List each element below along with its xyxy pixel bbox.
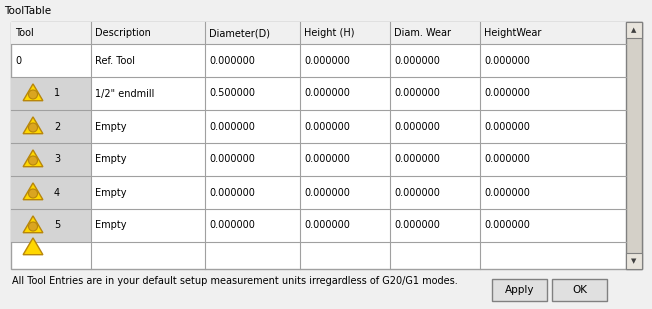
- Text: OK: OK: [572, 285, 587, 295]
- Bar: [11, 110, 91, 143]
- Text: ▼: ▼: [631, 258, 637, 264]
- Text: All Tool Entries are in your default setup measurement units irregardless of G20: All Tool Entries are in your default set…: [12, 276, 458, 286]
- Text: 0.000000: 0.000000: [484, 154, 530, 164]
- Text: 2: 2: [54, 121, 60, 132]
- Polygon shape: [23, 84, 43, 101]
- Text: ToolTable: ToolTable: [4, 6, 51, 16]
- Text: 0: 0: [15, 56, 21, 66]
- Text: 1: 1: [54, 88, 60, 99]
- Text: Ref. Tool: Ref. Tool: [95, 56, 135, 66]
- Text: 0.000000: 0.000000: [304, 154, 350, 164]
- Bar: [552, 279, 607, 301]
- Text: 0.000000: 0.000000: [394, 56, 440, 66]
- Polygon shape: [23, 150, 43, 167]
- Text: 0.000000: 0.000000: [484, 221, 530, 231]
- Text: 0.000000: 0.000000: [484, 88, 530, 99]
- Bar: [11, 22, 626, 44]
- Text: 0.000000: 0.000000: [209, 121, 255, 132]
- Text: 0.000000: 0.000000: [209, 154, 255, 164]
- Text: 0.000000: 0.000000: [394, 154, 440, 164]
- Text: 5: 5: [54, 221, 60, 231]
- Text: Empty: Empty: [95, 154, 126, 164]
- Bar: [11, 209, 91, 242]
- Text: 0.000000: 0.000000: [209, 221, 255, 231]
- Text: 0.000000: 0.000000: [209, 188, 255, 197]
- Bar: [11, 22, 642, 269]
- Text: 0.000000: 0.000000: [394, 188, 440, 197]
- Circle shape: [29, 90, 38, 99]
- Polygon shape: [23, 183, 43, 200]
- Text: 0.000000: 0.000000: [394, 121, 440, 132]
- Text: Height (H): Height (H): [304, 28, 355, 38]
- Text: 0.000000: 0.000000: [304, 88, 350, 99]
- Bar: [11, 143, 91, 176]
- Text: 3: 3: [54, 154, 60, 164]
- Text: Diam. Wear: Diam. Wear: [394, 28, 451, 38]
- Text: 0.000000: 0.000000: [304, 221, 350, 231]
- Bar: [492, 279, 547, 301]
- Text: Tool: Tool: [15, 28, 34, 38]
- Text: 1/2" endmill: 1/2" endmill: [95, 88, 155, 99]
- Text: 0.500000: 0.500000: [209, 88, 255, 99]
- Text: 0.000000: 0.000000: [304, 121, 350, 132]
- Circle shape: [29, 156, 38, 165]
- Bar: [11, 77, 91, 110]
- Text: Empty: Empty: [95, 221, 126, 231]
- Bar: [626, 253, 642, 269]
- Bar: [626, 22, 642, 269]
- Text: Apply: Apply: [505, 285, 534, 295]
- Text: 0.000000: 0.000000: [484, 56, 530, 66]
- Circle shape: [29, 123, 38, 132]
- Text: Empty: Empty: [95, 121, 126, 132]
- Text: 0.000000: 0.000000: [394, 88, 440, 99]
- Text: 0.000000: 0.000000: [209, 56, 255, 66]
- Text: 0.000000: 0.000000: [484, 121, 530, 132]
- Bar: [626, 22, 642, 38]
- Text: 0.000000: 0.000000: [304, 56, 350, 66]
- Polygon shape: [23, 117, 43, 134]
- Text: ▲: ▲: [631, 27, 637, 33]
- Text: Diameter(D): Diameter(D): [209, 28, 270, 38]
- Circle shape: [29, 189, 38, 198]
- Bar: [11, 176, 91, 209]
- Text: Description: Description: [95, 28, 151, 38]
- Polygon shape: [23, 216, 43, 233]
- Text: Empty: Empty: [95, 188, 126, 197]
- Text: 0.000000: 0.000000: [394, 221, 440, 231]
- Polygon shape: [23, 238, 43, 255]
- Text: HeightWear: HeightWear: [484, 28, 541, 38]
- Text: 0.000000: 0.000000: [484, 188, 530, 197]
- Circle shape: [29, 222, 38, 231]
- Text: 0.000000: 0.000000: [304, 188, 350, 197]
- Text: 4: 4: [54, 188, 60, 197]
